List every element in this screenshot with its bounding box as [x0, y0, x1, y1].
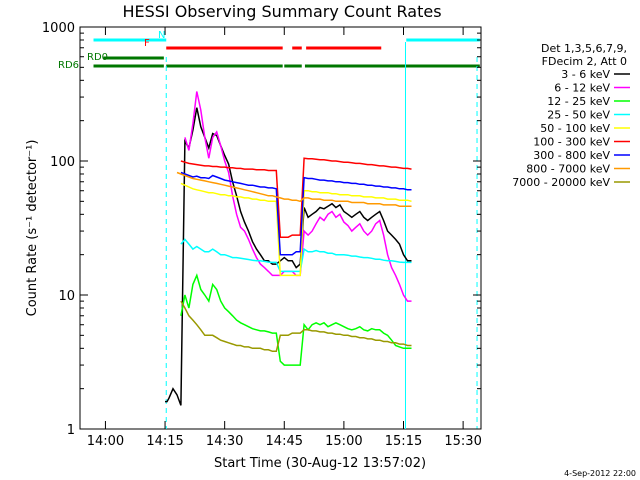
series-line-6 [180, 171, 412, 256]
state-flags: NF RD0 RD6 [58, 30, 480, 71]
legend-entry-label: 50 - 100 keV [540, 122, 610, 135]
y-tick-label: 1000 [42, 21, 75, 36]
legend-entry-label: 12 - 25 keV [547, 95, 610, 108]
series-line-1 [184, 91, 412, 302]
x-axis-title: Start Time (30-Aug-12 13:57:02) [214, 456, 426, 471]
series-line-3 [180, 238, 412, 273]
flag-label: F [144, 38, 150, 49]
series-line-4 [180, 182, 412, 277]
y-axis: 1 10 100 1000 [42, 21, 481, 438]
series-line-8 [180, 300, 412, 353]
legend: Det 1,3,5,6,7,9,FDecim 2, Att 03 - 6 keV… [512, 42, 630, 189]
x-axis: 14:00 14:15 14:30 14:45 15:00 15:15 15:30 [87, 27, 482, 449]
legend-header: Det 1,3,5,6,7,9, [541, 42, 627, 55]
legend-header: FDecim 2, Att 0 [542, 55, 627, 68]
flag-label: RD6 [58, 60, 79, 71]
x-tick-label: 14:30 [206, 434, 243, 449]
legend-entry-label: 800 - 7000 keV [526, 163, 610, 176]
series-line-5 [180, 157, 412, 238]
chart-title: HESSI Observing Summary Count Rates [122, 2, 441, 21]
y-axis-title: Count Rate (s⁻¹ detector⁻¹) [25, 140, 40, 317]
series-line-2 [180, 273, 412, 366]
x-tick-label: 15:15 [385, 434, 422, 449]
y-tick-label: 1 [67, 423, 75, 438]
x-tick-label: 14:45 [266, 434, 303, 449]
flag-label: N [158, 30, 165, 41]
x-tick-label: 14:15 [146, 434, 183, 449]
footer-stamp: 4-Sep-2012 22:00 [564, 469, 636, 478]
series-line-7 [176, 171, 412, 207]
y-tick-label: 10 [58, 289, 75, 304]
plot-frame [79, 26, 482, 430]
series-line-0 [165, 107, 412, 406]
x-tick-label: 15:00 [325, 434, 362, 449]
x-tick-label: 15:30 [444, 434, 481, 449]
legend-entry-label: 6 - 12 keV [554, 82, 610, 95]
time-markers [165, 42, 478, 429]
legend-entry-label: 7000 - 20000 keV [512, 176, 610, 189]
flag-label: RD0 [87, 52, 108, 63]
legend-entry-label: 3 - 6 keV [561, 68, 610, 81]
legend-entry-label: 25 - 50 keV [547, 109, 610, 122]
y-tick-label: 100 [50, 155, 75, 170]
x-tick-label: 14:00 [87, 434, 124, 449]
series-group [165, 91, 412, 406]
legend-entry-label: 100 - 300 keV [533, 136, 610, 149]
legend-entry-label: 300 - 800 keV [533, 149, 610, 162]
